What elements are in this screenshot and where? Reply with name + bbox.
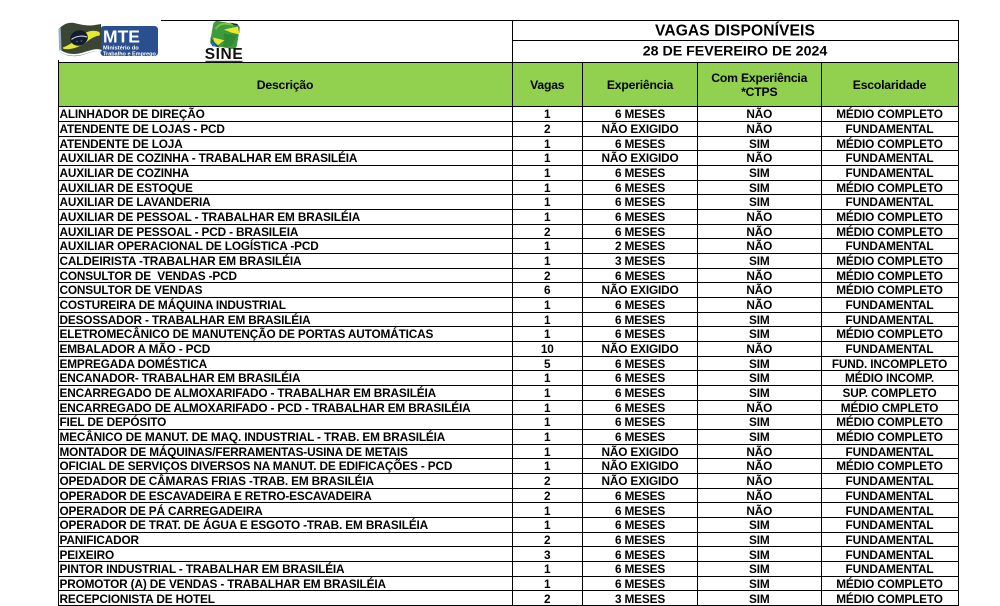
svg-text:Ministério do: Ministério do: [103, 45, 139, 51]
svg-text:SINE: SINE: [205, 46, 244, 63]
svg-text:MTE: MTE: [103, 27, 140, 47]
svg-text:Trabalho e Emprego: Trabalho e Emprego: [103, 51, 157, 57]
